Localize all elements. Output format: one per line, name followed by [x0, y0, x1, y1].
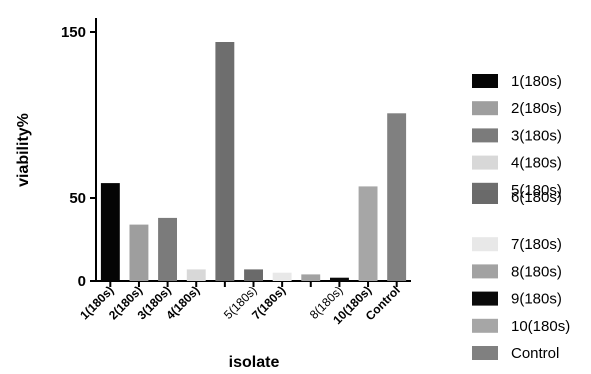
- x-ticks: 1(180s)2(180s)3(180s)4(180s) 5(180s)7(180…: [77, 281, 403, 327]
- bar: [387, 113, 407, 281]
- legend: 1(180s) 2(180s) 3(180s) 4(180s) 5(180s)6(180…: [472, 73, 570, 362]
- legend-label: 2(180s): [511, 100, 562, 117]
- legend-swatch: [472, 346, 498, 360]
- legend-swatch: [472, 264, 498, 279]
- y-ticks: 0 50 150: [61, 24, 96, 290]
- y-tick-label: 0: [78, 273, 86, 290]
- bar: [215, 42, 235, 281]
- y-axis-title: viability%: [15, 113, 32, 187]
- bar: [158, 217, 177, 281]
- bar: [186, 269, 206, 281]
- legend-swatch: [472, 318, 498, 333]
- legend-label: 10(180s): [511, 318, 570, 335]
- legend-label: 9(180s): [511, 291, 562, 308]
- x-axis-title: isolate: [229, 354, 280, 371]
- legend-swatch: [472, 74, 498, 88]
- legend-swatch: [472, 291, 498, 306]
- legend-label: 8(180s): [511, 263, 562, 280]
- legend-label: Control: [511, 345, 559, 362]
- bar: [301, 274, 321, 281]
- legend-label: 7(180s): [511, 236, 562, 253]
- bar: [129, 224, 149, 281]
- legend-label: 6(180s): [511, 189, 562, 206]
- legend-swatch: [472, 128, 498, 143]
- bar: [244, 269, 263, 281]
- legend-swatch: [472, 190, 498, 204]
- legend-swatch: [472, 155, 498, 170]
- legend-label: 1(180s): [511, 73, 562, 90]
- legend-label: 4(180s): [511, 155, 562, 172]
- legend-swatch: [472, 237, 498, 252]
- legend-label: 5(180s): [511, 182, 562, 199]
- bar: [100, 183, 120, 281]
- bar: [330, 277, 349, 281]
- bar: [358, 186, 378, 281]
- bars: [100, 42, 407, 281]
- y-tick-label: 150: [61, 24, 86, 41]
- legend-swatch: [472, 101, 498, 116]
- y-tick-label: 50: [69, 190, 86, 207]
- legend-label: 3(180s): [511, 127, 562, 144]
- bar: [272, 272, 292, 281]
